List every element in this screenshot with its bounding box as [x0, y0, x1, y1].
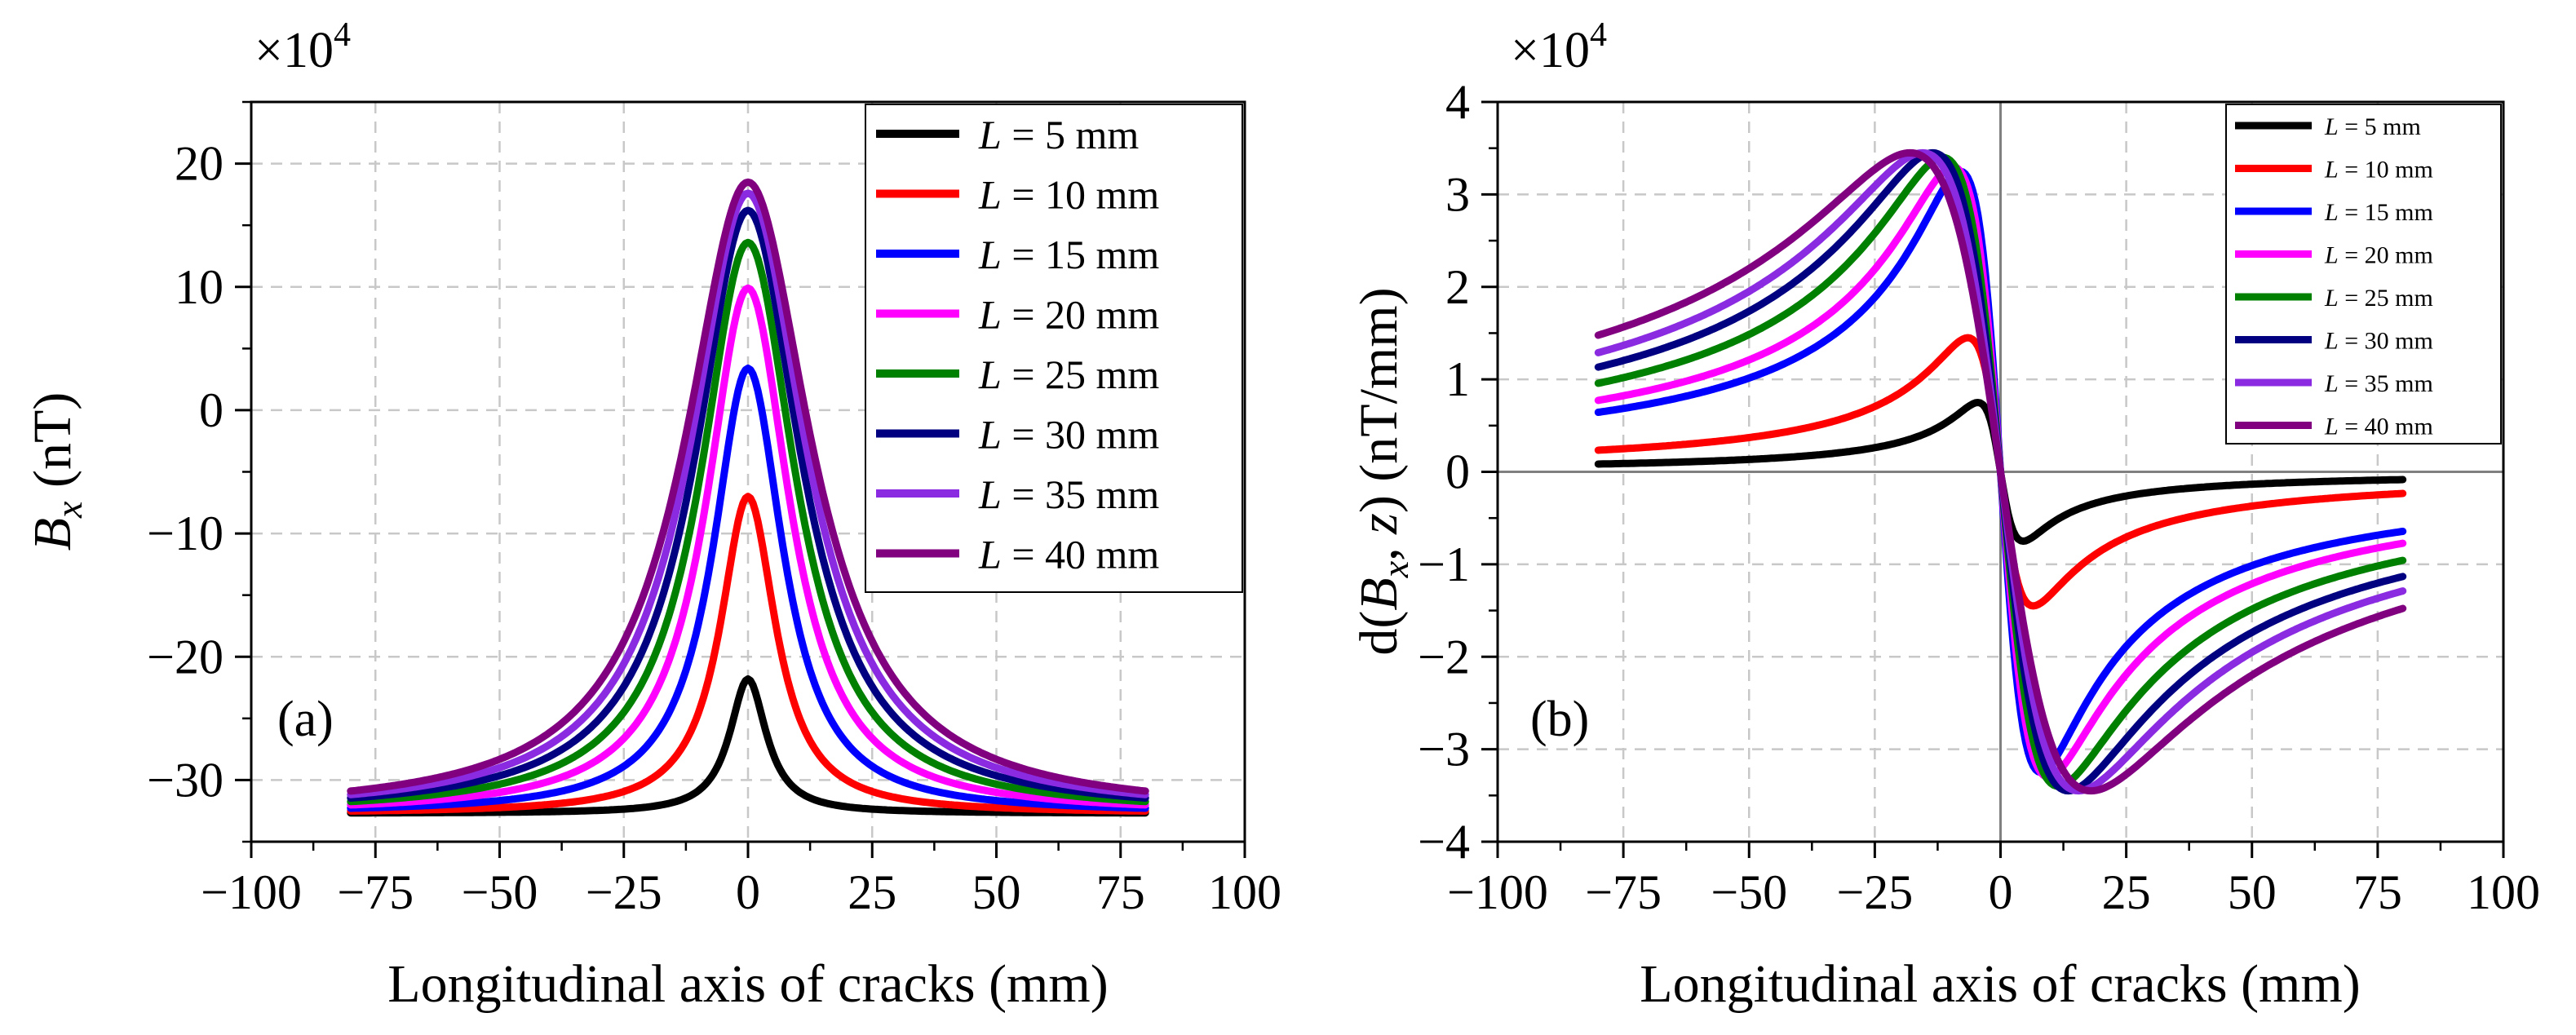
chart-b-series-line-8: [1594, 148, 2407, 795]
chart-a-y-tick-label: −10: [147, 506, 224, 560]
chart-a-legend-label-2: L = 10 mm: [978, 172, 1159, 218]
chart-b-legend-label-8: L = 40 mm: [2324, 414, 2433, 440]
chart-a-legend-entries: L = 5 mm L = 10 mm L = 15 mm L = 20 mm L = 2…: [876, 112, 1159, 577]
chart-b-legend: L = 5 mm L = 10 mm L = 15 mm L = 20 mm L = 2…: [2225, 104, 2502, 445]
chart-b-x-tick-label: 25: [2102, 865, 2151, 919]
chart-b-x-tick-label: −25: [1836, 865, 1913, 919]
chart-a-legend-label-7: L = 35 mm: [978, 471, 1159, 517]
chart-a-legend-label-5: L = 25 mm: [978, 352, 1159, 397]
chart-a-legend-label-3: L = 15 mm: [978, 232, 1159, 277]
chart-b-y-tick-label: 3: [1445, 167, 1470, 221]
chart-b-x-tick-label: −50: [1711, 865, 1787, 919]
chart-a-x-tick-label: 50: [972, 865, 1021, 919]
chart-a-multiplier: ×104: [255, 16, 351, 78]
chart-a-series-line-8: [347, 178, 1149, 795]
chart-b-legend-box: [2225, 104, 2502, 445]
chart-a-series-line-4: [347, 284, 1149, 809]
chart-b-x-tick-label: 0: [1989, 865, 2013, 919]
chart-a-legend: L = 5 mm L = 10 mm L = 15 mm L = 20 mm L = 2…: [865, 104, 1243, 593]
chart-b: −100 −75 −50 −25 0 25 50 75 100 −4 −3 −2 −1 0 1 2 3 4 ×10…: [1349, 16, 2540, 1014]
chart-a-x-tick-label: 25: [848, 865, 896, 919]
chart-a-series-line-5: [347, 238, 1149, 806]
chart-b-legend-label-4: L = 20 mm: [2324, 242, 2433, 269]
chart-b-legend-label-2: L = 10 mm: [2324, 157, 2433, 184]
chart-b-x-axis-title: Longitudinal axis of cracks (mm): [1640, 954, 2360, 1014]
chart-a-x-tick-label: 0: [736, 865, 760, 919]
chart-a-x-tick-label: 100: [1208, 865, 1281, 919]
chart-b-legend-entries: L = 5 mm L = 10 mm L = 15 mm L = 20 mm L = 2…: [2235, 113, 2433, 440]
chart-b-series: [1594, 148, 2407, 795]
chart-b-y-axis-title: d(Bx, z) (nT/mm): [1349, 287, 1416, 655]
chart-a-panel-tag: (a): [277, 692, 334, 747]
chart-b-legend-label-1: L = 5 mm: [2324, 113, 2421, 140]
chart-a-x-tick-label: −75: [337, 865, 414, 919]
chart-b-y-tick-label: 1: [1445, 352, 1470, 406]
chart-a-x-tick-label: −25: [586, 865, 662, 919]
chart-b-panel-tag: (b): [1530, 692, 1589, 747]
chart-b-multiplier: ×104: [1511, 16, 1607, 78]
chart-b-y-tick-label: 2: [1445, 260, 1470, 314]
chart-a-series-line-2: [347, 493, 1149, 815]
chart-a-series-line-7: [347, 189, 1149, 798]
chart-a-x-axis-title: Longitudinal axis of cracks (mm): [387, 954, 1108, 1014]
chart-b-y-tick-label: 0: [1445, 445, 1470, 499]
chart-a-x-tick-label: −100: [201, 865, 302, 919]
chart-a-legend-label-6: L = 30 mm: [978, 412, 1159, 458]
chart-b-y-tick-label: −4: [1418, 815, 1470, 869]
chart-b-y-tick-label: −2: [1418, 630, 1470, 683]
chart-a-series-line-6: [347, 206, 1149, 802]
chart-a-x-tick-label: 75: [1096, 865, 1145, 919]
chart-a-y-tick-label: 20: [175, 137, 224, 191]
chart-b-x-tick-label: 50: [2228, 865, 2277, 919]
chart-a-series-line-3: [347, 365, 1149, 812]
chart-b-x-tick-label: −100: [1447, 865, 1548, 919]
chart-a-legend-label-8: L = 40 mm: [978, 532, 1159, 577]
chart-a-series-line-1: [347, 675, 1149, 817]
chart-b-x-tick-label: 75: [2353, 865, 2402, 919]
chart-a-legend-box: [865, 104, 1243, 593]
chart-a-legend-label-1: L = 5 mm: [978, 112, 1139, 157]
chart-a-y-tick-label: 0: [199, 383, 224, 437]
chart-a-series: [347, 178, 1149, 817]
chart-b-ticks: −100 −75 −50 −25 0 25 50 75 100 −4 −3 −2 −1 0 1 2 3 4: [1418, 75, 2540, 919]
chart-b-y-tick-label: −3: [1418, 723, 1470, 776]
chart-b-y-tick-label: −1: [1418, 537, 1470, 591]
chart-b-x-tick-label: 100: [2467, 865, 2540, 919]
chart-a-legend-label-4: L = 20 mm: [978, 292, 1159, 338]
chart-a-x-tick-label: −50: [462, 865, 538, 919]
chart-b-legend-label-7: L = 35 mm: [2324, 370, 2433, 397]
chart-b-legend-label-6: L = 30 mm: [2324, 328, 2433, 355]
chart-b-legend-label-3: L = 15 mm: [2324, 199, 2433, 226]
chart-a-y-tick-label: 10: [175, 260, 224, 314]
chart-b-legend-label-5: L = 25 mm: [2324, 285, 2433, 312]
chart-a-y-axis-title: Bx (nT): [23, 392, 90, 551]
chart-a-y-tick-label: −20: [147, 630, 224, 683]
chart-b-y-tick-label: 4: [1445, 75, 1470, 129]
chart-a-y-tick-label: −30: [147, 753, 224, 807]
chart-b-x-tick-label: −75: [1585, 865, 1662, 919]
